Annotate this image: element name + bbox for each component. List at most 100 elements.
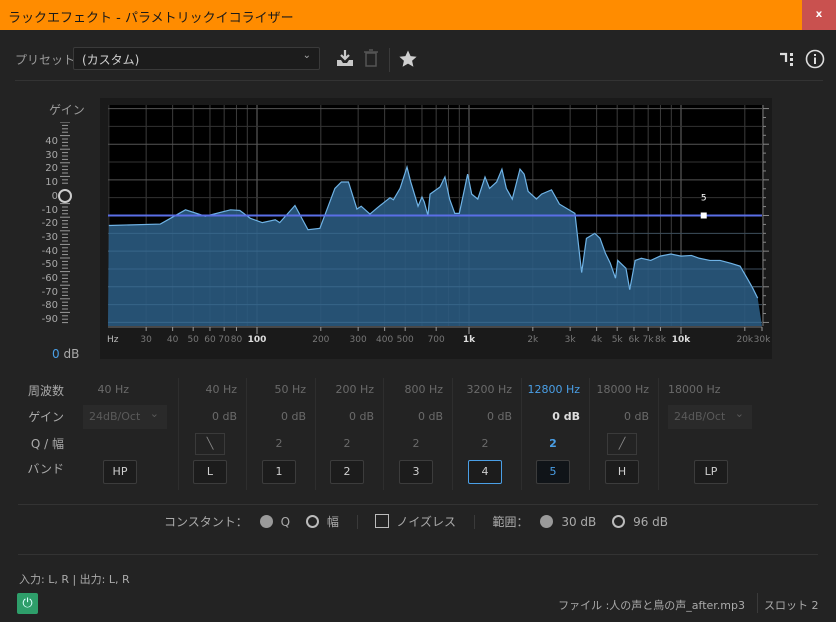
band-button-4[interactable]: 4 bbox=[468, 460, 502, 484]
eq-node-5[interactable] bbox=[700, 212, 707, 219]
radio-selected-icon bbox=[540, 515, 554, 528]
band-button-3[interactable]: 3 bbox=[399, 460, 433, 484]
gain-value: 0 bbox=[52, 347, 60, 361]
gain-scale-label: 0 bbox=[51, 190, 58, 202]
gain-title: ゲイン bbox=[49, 103, 85, 117]
radio-selected-icon bbox=[259, 515, 273, 528]
band-frequency[interactable]: 200 Hz bbox=[335, 383, 374, 396]
close-button[interactable]: x bbox=[802, 0, 836, 30]
gain-scale-label: -90 bbox=[41, 314, 58, 326]
band-frequency[interactable]: 18000 Hz bbox=[668, 383, 721, 396]
radio-unselected-icon bbox=[612, 515, 626, 528]
checkbox-icon bbox=[375, 514, 390, 528]
band-q[interactable]: 2 bbox=[275, 437, 283, 450]
power-icon: ⏻ bbox=[22, 596, 33, 611]
routing-icon[interactable] bbox=[778, 50, 796, 68]
high-shelf-icon[interactable]: ╱ bbox=[607, 433, 637, 455]
slope-value: 24dB/Oct bbox=[674, 410, 726, 423]
power-button[interactable]: ⏻ bbox=[17, 593, 38, 614]
band-gain[interactable]: 0 dB bbox=[417, 410, 443, 423]
band-divider bbox=[383, 378, 384, 490]
band-button-l[interactable]: L bbox=[193, 460, 227, 484]
band-button-5[interactable]: 5 bbox=[536, 460, 570, 484]
eq-graph[interactable]: 5dB1050-5-10-15Hz30405060708010020030040… bbox=[100, 98, 792, 359]
band-divider bbox=[246, 378, 247, 490]
io-routing: 入力: L, R | 出力: L, R bbox=[19, 573, 130, 586]
constant-width-radio[interactable]: 幅 bbox=[305, 515, 343, 529]
band-button-hp[interactable]: HP bbox=[103, 460, 137, 484]
range-96-radio[interactable]: 96 dB bbox=[612, 515, 672, 529]
x-tick-label: 3k bbox=[565, 335, 577, 345]
row-label-band: バンド bbox=[27, 462, 64, 476]
x-tick-label: 50 bbox=[187, 335, 199, 345]
gain-scale-label: -60 bbox=[41, 273, 58, 284]
divider bbox=[757, 593, 758, 613]
band-gain[interactable]: 0 dB bbox=[486, 410, 512, 423]
band-q[interactable]: 2 bbox=[481, 437, 489, 450]
band-gain[interactable]: 0 dB bbox=[280, 410, 306, 423]
band-gain[interactable]: 0 dB bbox=[211, 410, 237, 423]
gain-readout: 0 dB bbox=[52, 347, 79, 361]
star-icon[interactable] bbox=[398, 49, 418, 69]
gain-scale-label: -50 bbox=[41, 259, 58, 271]
band-frequency[interactable]: 50 Hz bbox=[274, 383, 306, 396]
band-frequency[interactable]: 40 Hz bbox=[97, 383, 129, 396]
band-divider bbox=[315, 378, 316, 490]
eq-graph-panel: 5dB1050-5-10-15Hz30405060708010020030040… bbox=[100, 98, 792, 359]
band-frequency-value[interactable]: 12800 Hz bbox=[527, 383, 580, 396]
band-frequency[interactable]: 40 Hz bbox=[205, 383, 237, 396]
band-button-2[interactable]: 2 bbox=[330, 460, 364, 484]
row-label-frequency: 周波数 bbox=[27, 384, 64, 398]
gain-scale-label: 10 bbox=[45, 177, 58, 189]
divider bbox=[15, 80, 823, 81]
constant-q-radio[interactable]: Q bbox=[259, 515, 294, 529]
gain-slider-handle[interactable] bbox=[58, 189, 72, 203]
eq-node-label: 5 bbox=[701, 194, 707, 204]
band-frequency[interactable]: 3200 Hz bbox=[466, 383, 512, 396]
band-divider bbox=[589, 378, 590, 490]
band-gain[interactable]: 0 dB bbox=[623, 410, 649, 423]
band-frequency[interactable]: 12800 Hz bbox=[510, 383, 580, 396]
band-slope-dropdown[interactable]: 24dB/Oct ⌄ bbox=[668, 405, 752, 429]
row-label-gain: ゲイン bbox=[28, 410, 64, 424]
x-tick-label: 300 bbox=[350, 335, 367, 345]
band-slope-dropdown[interactable]: 24dB/Oct ⌄ bbox=[83, 405, 167, 429]
x-tick-label: 30 bbox=[140, 335, 152, 345]
band-button-1[interactable]: 1 bbox=[262, 460, 296, 484]
x-tick-label: 4k bbox=[591, 335, 603, 345]
x-tick-label: 70 bbox=[218, 335, 230, 345]
x-tick-label: 1k bbox=[463, 335, 476, 345]
band-gain[interactable]: 0 dB bbox=[348, 410, 374, 423]
band-frequency[interactable]: 18000 Hz bbox=[596, 383, 649, 396]
band-q[interactable]: 2 bbox=[412, 437, 420, 450]
band-frequency[interactable]: 800 Hz bbox=[404, 383, 443, 396]
x-tick-label: 700 bbox=[428, 335, 445, 345]
gain-slider-track[interactable] bbox=[58, 122, 72, 327]
gain-scale-label: 20 bbox=[45, 163, 58, 175]
band-button-h[interactable]: H bbox=[605, 460, 639, 484]
gain-scale-label: -70 bbox=[41, 286, 58, 298]
noiseless-label: ノイズレス bbox=[396, 515, 456, 529]
info-icon[interactable] bbox=[805, 49, 825, 69]
toolbar-divider bbox=[389, 48, 390, 72]
preset-dropdown[interactable]: (カスタム) ⌄ bbox=[73, 47, 320, 70]
chevron-down-icon: ⌄ bbox=[149, 407, 159, 420]
band-q[interactable]: 2 bbox=[549, 437, 557, 450]
window-title: ラックエフェクト - パラメトリックイコライザー bbox=[8, 11, 294, 26]
x-tick-label: 200 bbox=[312, 335, 329, 345]
band-button-lp[interactable]: LP bbox=[694, 460, 728, 484]
low-shelf-icon[interactable]: ╲ bbox=[195, 433, 225, 455]
band-divider bbox=[452, 378, 453, 490]
x-tick-label: 40 bbox=[167, 335, 179, 345]
x-tick-label: 2k bbox=[527, 335, 539, 345]
trash-icon[interactable] bbox=[362, 48, 380, 70]
band-q[interactable]: 2 bbox=[343, 437, 351, 450]
spectrum-fill bbox=[108, 167, 762, 326]
noiseless-checkbox[interactable]: ノイズレス bbox=[375, 514, 460, 529]
x-tick-label: 7k bbox=[643, 335, 655, 345]
range-30-radio[interactable]: 30 dB bbox=[540, 515, 600, 529]
preset-value: (カスタム) bbox=[82, 53, 140, 67]
download-icon[interactable] bbox=[334, 48, 356, 70]
gain-scale-label: -80 bbox=[41, 300, 58, 312]
band-gain[interactable]: 0 dB bbox=[552, 410, 580, 423]
